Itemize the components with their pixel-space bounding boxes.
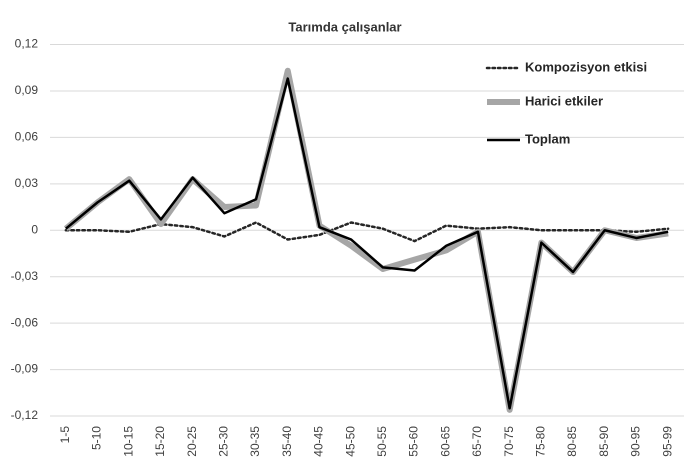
chart-title: Tarımda çalışanlar [288, 19, 401, 34]
series-line [65, 77, 669, 410]
x-tick-label: 20-25 [185, 426, 199, 457]
x-tick-label: 45-50 [343, 426, 357, 457]
x-tick-label: 80-85 [565, 426, 579, 457]
x-tick-label: 5-10 [90, 426, 104, 450]
x-tick-label: 85-90 [597, 426, 611, 457]
x-tick-label: 90-95 [629, 426, 643, 457]
x-tick-label: 35-40 [280, 426, 294, 457]
y-tick-label: 0,09 [15, 83, 39, 97]
x-tick-label: 50-55 [375, 426, 389, 457]
y-tick-label: 0,12 [15, 37, 39, 51]
x-tick-label: 55-60 [407, 426, 421, 457]
legend-label: Toplam [525, 131, 570, 146]
series-line [64, 221, 670, 243]
x-tick-label: 95-99 [660, 426, 674, 457]
x-tick-label: 30-35 [248, 426, 262, 457]
x-tick-label: 1-5 [58, 426, 72, 444]
y-tick-label: 0,03 [15, 176, 39, 190]
x-tick-label: 60-65 [438, 426, 452, 457]
x-tick-label: 25-30 [217, 426, 231, 457]
y-tick-label: -0,09 [11, 362, 39, 376]
y-tick-label: -0,03 [11, 269, 39, 283]
y-tick-label: -0,12 [11, 408, 39, 422]
y-tick-label: 0 [31, 222, 38, 236]
x-tick-label: 15-20 [153, 426, 167, 457]
x-tick-label: 70-75 [502, 426, 516, 457]
legend-label: Kompozisyon etkisi [525, 59, 647, 74]
x-tick-label: 10-15 [121, 426, 135, 457]
legend-label: Harici etkiler [525, 93, 603, 108]
y-tick-label: -0,06 [11, 315, 39, 329]
y-tick-label: 0,06 [15, 130, 39, 144]
x-tick-label: 40-45 [312, 426, 326, 457]
x-tick-label: 75-80 [534, 426, 548, 457]
x-tick-label: 65-70 [470, 426, 484, 457]
